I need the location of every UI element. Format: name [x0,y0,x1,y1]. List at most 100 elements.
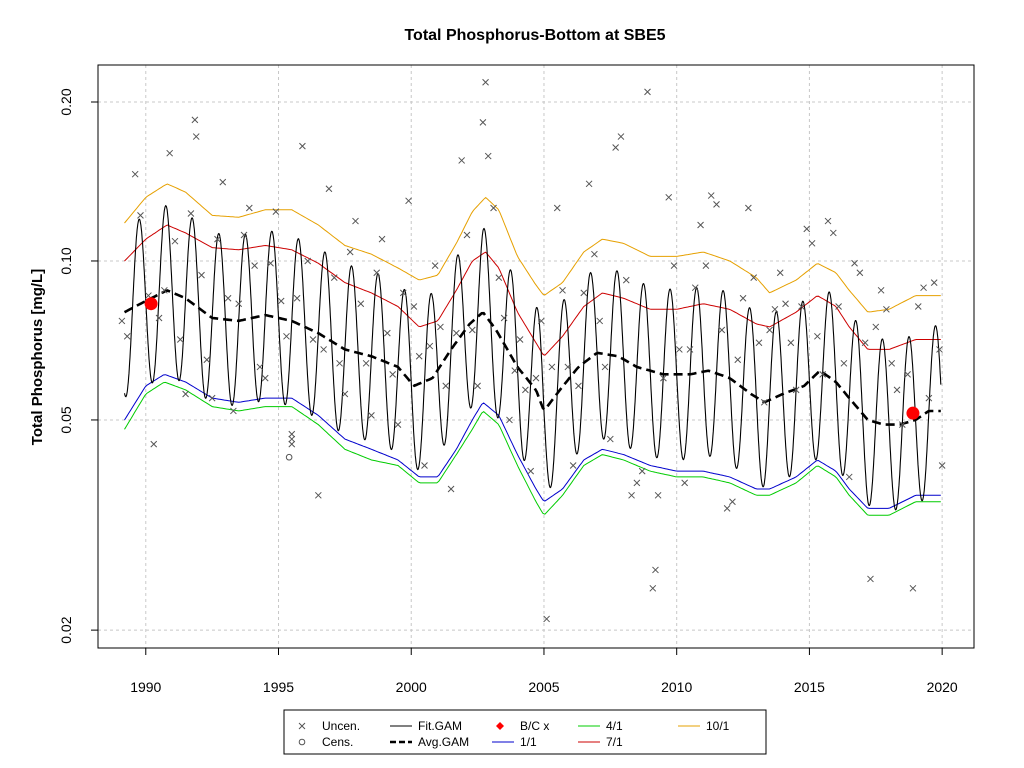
uncensored-point [697,221,704,229]
uncensored-point [277,297,285,305]
uncensored-point [155,314,163,322]
uncensored-point [495,274,503,281]
uncensored-point [447,485,455,493]
y-tick-label: 0.02 [58,616,74,643]
avg-gam-line [123,289,941,426]
uncensored-point [835,303,842,310]
uncensored-point [707,192,715,199]
uncensored-point [490,204,497,212]
uncensored-point [883,305,890,313]
uncensored-point [415,352,423,360]
legend-label: Fit.GAM [418,719,462,733]
uncensored-point [314,491,322,499]
uncensored-point [362,359,370,367]
uncensored-point [378,235,386,243]
uncensored-point [532,374,540,382]
legend-label: 1/1 [520,735,537,749]
uncensored-point [861,339,869,347]
uncensored-point [442,382,450,390]
uncensored-point [235,300,243,308]
uncensored-point [537,317,545,325]
uncensored-point [819,370,827,378]
x-axis: 1990 1995 2000 2005 2010 2015 2020 [130,647,958,695]
uncensored-point [389,370,397,378]
uncensored-point [564,363,572,371]
uncensored-point [787,339,795,347]
uncensored-point [484,152,492,160]
uncensored-point [516,336,524,343]
uncensored-point [394,421,402,428]
x-tick-label: 2005 [528,679,559,695]
avg-gam-path [123,289,941,426]
uncensored-point [261,374,269,382]
uncensored-point [482,78,489,86]
legend-label: 10/1 [706,719,730,733]
uncensored-point [888,359,896,367]
uncensored-point [601,363,609,371]
bc-point [906,406,920,420]
uncensored-point [851,259,858,267]
uncensored-point [479,119,487,126]
uncensored-point [845,473,853,481]
uncensored-point [691,284,699,292]
uncensored-point [288,435,296,443]
uncensored-point [191,116,199,124]
uncensored-point [654,491,662,499]
uncensored-point [346,248,354,256]
uncensored-point [739,294,747,302]
uncensored-point [373,269,381,277]
uncensored-point [723,505,731,512]
uncensored-point [161,286,168,294]
uncensored-point [431,262,439,269]
uncensored-point [622,276,630,284]
uncensored-point [914,303,922,310]
uncensored-point [341,390,349,398]
uncensored-point [131,170,139,178]
uncensored-point [904,370,911,378]
uncensored-point [829,229,837,237]
uncensored-point [612,144,619,151]
uncensored-point [192,133,200,140]
uncensored-point [272,208,280,215]
uncensored-point [840,359,848,367]
uncensored-point [230,407,237,415]
uncensored-point [652,566,659,574]
uncensored-point [176,336,184,343]
uncensored-point [325,185,333,193]
uncensored-point [410,303,418,310]
uncensored-point [936,346,943,353]
x-tick-label: 1990 [130,679,161,695]
uncensored-point [187,210,195,217]
uncensored-point [760,398,768,406]
uncensored-point [357,300,365,308]
uncensored-point [251,262,258,269]
uncensored-point [368,412,375,419]
uncensored-point [500,314,508,322]
uncensored-point [245,204,253,212]
uncensored-point [606,435,614,443]
fit-gam-path [123,204,942,511]
plot-frame [97,64,975,649]
y-tick-label: 0.20 [58,88,74,115]
y-tick-label: 0.05 [58,406,74,433]
uncensored-point [670,262,678,269]
uncensored-point [553,204,561,212]
uncensored-point [644,88,651,96]
uncensored-point [543,615,550,623]
uncensored-point [803,225,811,233]
uncensored-point [182,390,189,398]
uncensored-point [938,462,946,469]
uncensored-point [930,279,938,286]
uncensored-point [569,462,577,469]
uncensored-point [856,269,864,277]
x-tick-label: 1995 [263,679,294,695]
x-tick-label: 2010 [661,679,692,695]
uncensored-point [304,257,312,265]
uncensored-point [458,157,466,164]
uncensored-point [734,356,742,364]
uncensored-point [548,363,556,371]
uncensored-point [405,197,412,205]
uncensored-point [729,498,736,506]
uncensored-point [580,289,588,297]
uncensored-point [224,294,232,302]
